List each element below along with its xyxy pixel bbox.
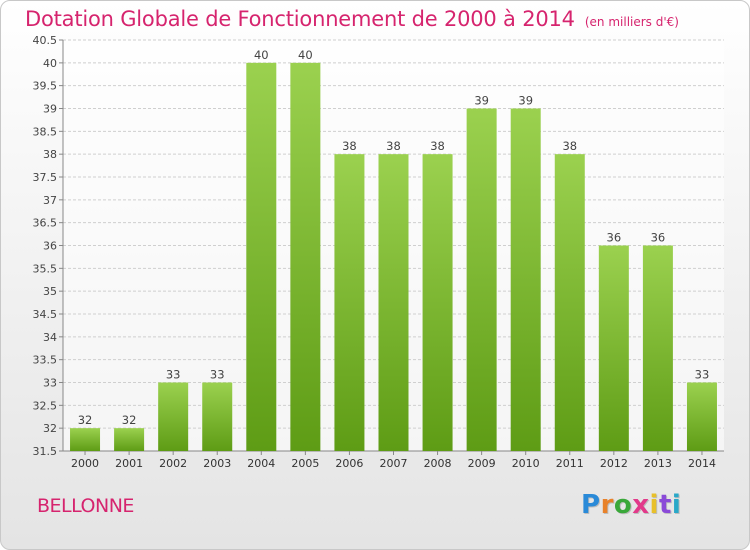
bar-2000 [70, 428, 101, 451]
x-tick-label: 2006 [335, 457, 363, 470]
bar-2009 [466, 108, 497, 451]
logo-letter: P [581, 490, 601, 520]
bar-2011 [554, 154, 585, 451]
data-label-2001: 32 [122, 413, 137, 427]
bar-2008 [422, 154, 453, 451]
logo-letter: t [658, 490, 672, 520]
data-label-2011: 38 [562, 139, 577, 153]
y-tick-label: 35 [43, 285, 57, 298]
y-tick-label: 39.5 [33, 80, 58, 93]
data-label-2005: 40 [298, 48, 313, 62]
y-tick-label: 38.5 [33, 125, 58, 138]
chart-title-text: Dotation Globale de Fonctionnement de 20… [25, 7, 575, 31]
x-tick-label: 2000 [71, 457, 99, 470]
bar-2006 [334, 154, 365, 451]
data-label-2014: 33 [695, 368, 710, 382]
y-tick-label: 38 [43, 148, 57, 161]
y-tick-label: 36 [43, 240, 57, 253]
y-tick-label: 32.5 [33, 399, 58, 412]
data-label-2006: 38 [342, 139, 357, 153]
data-label-2008: 38 [430, 139, 445, 153]
unit-label: (en milliers d'€) [584, 15, 679, 29]
logo-letter: r [600, 490, 614, 520]
x-tick-label: 2012 [600, 457, 628, 470]
x-tick-label: 2008 [424, 457, 452, 470]
bar-2004 [246, 62, 277, 451]
chart-title: Dotation Globale de Fonctionnement de 20… [25, 7, 679, 31]
bar-2010 [510, 108, 541, 451]
y-tick-label: 33 [43, 377, 57, 390]
bar-2003 [202, 382, 233, 451]
y-tick-label: 32 [43, 422, 57, 435]
data-label-2000: 32 [78, 413, 93, 427]
y-tick-label: 36.5 [33, 217, 58, 230]
x-tick-label: 2002 [159, 457, 187, 470]
logo-letter: i [671, 490, 682, 520]
data-label-2009: 39 [474, 94, 489, 108]
x-tick-label: 2005 [291, 457, 319, 470]
y-tick-label: 37 [43, 194, 57, 207]
city-name: BELLONNE [37, 495, 134, 517]
x-tick-label: 2010 [512, 457, 540, 470]
data-label-2012: 36 [607, 231, 622, 245]
y-tick-label: 31.5 [33, 445, 58, 458]
y-tick-label: 34 [43, 331, 57, 344]
x-tick-label: 2004 [247, 457, 275, 470]
proxiti-logo: Proxiti [581, 490, 681, 520]
logo-letter: o [613, 490, 633, 520]
data-label-2013: 36 [651, 231, 666, 245]
x-tick-label: 2009 [468, 457, 496, 470]
x-tick-label: 2003 [203, 457, 231, 470]
y-tick-label: 39 [43, 103, 57, 116]
x-tick-label: 2007 [380, 457, 408, 470]
y-tick-label: 34.5 [33, 308, 58, 321]
bar-2007 [378, 154, 409, 451]
data-label-2004: 40 [254, 48, 269, 62]
y-tick-label: 40 [43, 57, 57, 70]
bar-2013 [642, 245, 673, 451]
bar-2014 [686, 382, 717, 451]
y-tick-label: 37.5 [33, 171, 58, 184]
data-label-2003: 33 [210, 368, 225, 382]
bar-2005 [290, 62, 321, 451]
data-label-2002: 33 [166, 368, 181, 382]
x-tick-label: 2014 [688, 457, 716, 470]
y-tick-label: 35.5 [33, 262, 58, 275]
data-label-2010: 39 [518, 94, 533, 108]
bar-2001 [114, 428, 145, 451]
x-tick-label: 2013 [644, 457, 672, 470]
logo-letter: x [632, 490, 650, 520]
y-tick-label: 40.5 [33, 34, 58, 47]
x-tick-label: 2001 [115, 457, 143, 470]
logo-letter: i [649, 490, 659, 520]
x-tick-label: 2011 [556, 457, 584, 470]
data-label-2007: 38 [386, 139, 401, 153]
y-tick-label: 33.5 [33, 354, 58, 367]
bar-2012 [598, 245, 629, 451]
bar-2002 [158, 382, 189, 451]
